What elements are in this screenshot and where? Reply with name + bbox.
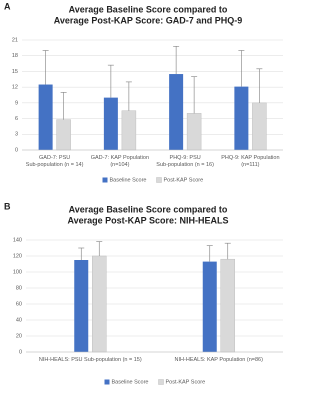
y-tick-label: 40 — [16, 317, 22, 323]
bar — [202, 261, 217, 352]
error-bar — [256, 68, 263, 103]
error-bar — [60, 92, 67, 120]
legend-label: Baseline Score — [112, 379, 149, 385]
y-tick-label: 100 — [13, 269, 22, 275]
bar — [92, 255, 107, 353]
y-tick-label: 18 — [12, 53, 18, 59]
bar — [252, 102, 267, 151]
y-tick-label: 60 — [16, 301, 22, 307]
error-bar — [42, 50, 49, 85]
legend-swatch — [156, 177, 162, 183]
x-tick-label: PHQ-9: KAP Population (n=111) — [221, 155, 279, 168]
error-bar — [224, 242, 231, 260]
panel-label: A — [4, 1, 11, 11]
error-bar — [96, 241, 103, 256]
x-tick-label: NIH-HEALS: KAP Population (n=86) — [175, 357, 264, 363]
figure: A Average Baseline Score compared toAvera… — [4, 1, 283, 385]
bar — [186, 113, 202, 151]
bar — [234, 86, 249, 150]
legend-swatch — [102, 177, 108, 183]
x-tick-label: GAD-7: PSU Sub-population (n = 14) — [26, 155, 84, 168]
error-bar — [191, 76, 198, 114]
chart-title: Average Post-KAP Score: NIH-HEALS — [67, 215, 228, 225]
y-tick-label: 20 — [16, 333, 22, 339]
y-tick-label: 9 — [15, 100, 18, 106]
bar — [103, 97, 118, 150]
y-tick-label: 140 — [13, 237, 22, 243]
y-tick-label: 80 — [16, 285, 22, 291]
panel-label: B — [4, 201, 11, 211]
bar — [169, 74, 184, 150]
chart-title: Average Baseline Score compared to — [69, 4, 228, 14]
chart-title: Average Baseline Score compared to — [69, 204, 228, 214]
y-tick-label: 3 — [15, 132, 18, 138]
x-tick-label: PHQ-9: PSU Sub-population (n = 16) — [156, 155, 214, 168]
bar — [74, 260, 89, 352]
legend-swatch — [158, 379, 164, 385]
legend-label: Post-KAP Score — [164, 177, 204, 183]
legend-swatch — [104, 379, 110, 385]
x-tick-label: GAD-7: KAP Population (n=104) — [91, 155, 149, 168]
error-bar — [173, 45, 180, 75]
y-tick-label: 6 — [15, 116, 18, 122]
bar — [38, 84, 53, 150]
y-tick-label: 12 — [12, 85, 18, 91]
bar — [56, 119, 71, 151]
legend-label: Post-KAP Score — [166, 379, 206, 385]
error-bar — [78, 247, 85, 260]
error-bar — [107, 64, 114, 98]
y-tick-label: 120 — [13, 253, 22, 259]
y-tick-label: 15 — [12, 69, 18, 75]
error-bar — [125, 81, 132, 111]
bar — [220, 258, 235, 353]
chart-title: Average Post-KAP Score: GAD-7 and PHQ-9 — [54, 15, 243, 25]
y-tick-label: 21 — [12, 37, 18, 43]
legend-label: Baseline Score — [110, 177, 147, 183]
x-tick-label: NIH-HEALS: PSU Sub-population (n = 15) — [39, 357, 142, 363]
error-bar — [238, 50, 245, 87]
y-tick-label: 0 — [15, 147, 18, 153]
bar — [121, 110, 137, 151]
error-bar — [206, 245, 213, 262]
y-tick-label: 0 — [19, 349, 22, 355]
